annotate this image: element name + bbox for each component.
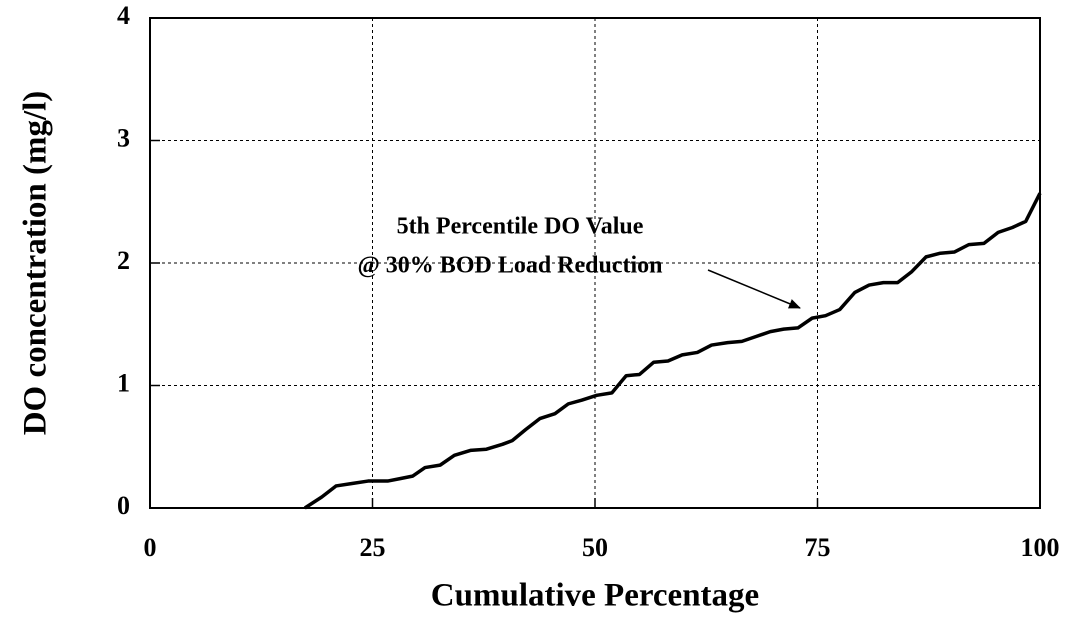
y-tick-label: 3 bbox=[117, 123, 130, 152]
y-tick-label: 2 bbox=[117, 246, 130, 275]
data-line bbox=[303, 192, 1042, 510]
x-tick-label: 75 bbox=[805, 533, 831, 562]
x-tick-label: 50 bbox=[582, 533, 608, 562]
x-axis-label: Cumulative Percentage bbox=[431, 578, 759, 614]
plot-frame bbox=[149, 17, 1041, 509]
x-tick-label: 0 bbox=[144, 533, 157, 562]
y-tick-label: 0 bbox=[117, 491, 130, 520]
y-tick-label: 4 bbox=[117, 1, 130, 30]
x-tick-label: 25 bbox=[360, 533, 386, 562]
annotation-arrow bbox=[707, 269, 801, 309]
x-tick-label: 100 bbox=[1021, 533, 1060, 562]
annotation: 5th Percentile DO Value bbox=[397, 214, 644, 240]
y-tick-label: 1 bbox=[117, 368, 130, 397]
annotation: @ 30% BOD Load Reduction bbox=[357, 253, 662, 279]
y-axis-label: DO concentration (mg/l) bbox=[18, 91, 54, 436]
